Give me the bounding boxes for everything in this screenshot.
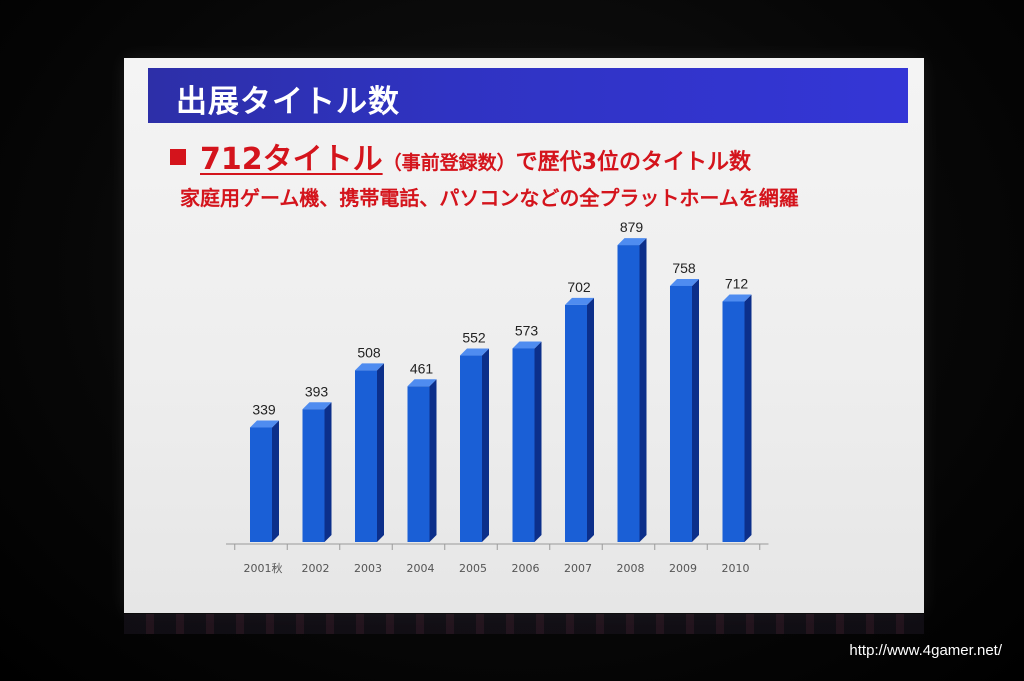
bar-side bbox=[587, 297, 594, 542]
bar-front bbox=[722, 301, 745, 542]
x-tick-label: 2003 bbox=[354, 562, 382, 575]
bar-2006 bbox=[512, 341, 542, 542]
bar-front bbox=[407, 386, 430, 542]
bar-front bbox=[670, 285, 692, 542]
bar-top bbox=[460, 348, 489, 356]
bar-side bbox=[692, 278, 699, 542]
watermark-url: http://www.4gamer.net/ bbox=[849, 642, 1002, 659]
bar-side bbox=[377, 363, 384, 542]
bar-top bbox=[512, 341, 542, 349]
bar-front bbox=[460, 355, 482, 542]
led-stage-strip bbox=[124, 614, 924, 634]
bar-2002 bbox=[302, 402, 332, 542]
bar-side bbox=[534, 341, 542, 542]
bar-side bbox=[324, 402, 332, 542]
bar-front bbox=[512, 348, 535, 542]
x-tick-label: 2007 bbox=[564, 562, 592, 575]
data-label: 702 bbox=[567, 279, 591, 295]
slide-title: 出展タイトル数 bbox=[176, 84, 400, 120]
bar-2004 bbox=[407, 379, 437, 542]
data-label: 879 bbox=[620, 219, 644, 235]
data-label: 339 bbox=[252, 401, 276, 417]
data-label: 508 bbox=[357, 344, 381, 360]
red-square-bullet-icon bbox=[170, 149, 186, 165]
bar-front bbox=[302, 409, 325, 542]
bar-chart: 339 2001秋 393 2002 508 2003 461 2004 552 2005 573 2… bbox=[226, 219, 769, 575]
bar-side bbox=[429, 379, 437, 542]
slide-title-bar: 出展タイトル数 bbox=[148, 68, 908, 123]
headline-title-count: 712タイトル bbox=[200, 142, 383, 177]
bar-top bbox=[565, 297, 594, 305]
x-tick-label: 2009 bbox=[669, 562, 697, 575]
bar-top bbox=[302, 402, 332, 410]
bar-front bbox=[250, 427, 272, 542]
bar-side bbox=[272, 420, 279, 542]
bar-2009 bbox=[670, 278, 699, 542]
x-tick-label: 2006 bbox=[512, 562, 540, 575]
bar-top bbox=[722, 294, 752, 302]
bar-front bbox=[355, 370, 377, 542]
projector-slide: 出展タイトル数 712タイトル（事前登録数）で歴代3位のタイトル数 家庭用ゲーム… bbox=[124, 58, 924, 613]
bar-top bbox=[355, 363, 384, 371]
bar-2005 bbox=[460, 348, 489, 542]
bar-2010 bbox=[722, 294, 752, 542]
data-label: 461 bbox=[410, 360, 434, 376]
bar-front bbox=[617, 245, 640, 543]
x-tick-label: 2002 bbox=[302, 562, 330, 575]
bar-top bbox=[250, 420, 279, 428]
data-label: 758 bbox=[672, 260, 696, 276]
bar-front bbox=[565, 304, 587, 542]
bar-2001秋 bbox=[250, 420, 279, 542]
headline-rest: で歴代3位のタイトル数 bbox=[515, 150, 751, 175]
bar-side bbox=[639, 238, 647, 543]
bar-2007 bbox=[565, 297, 594, 542]
bar-top bbox=[407, 379, 437, 387]
x-tick-label: 2005 bbox=[459, 562, 487, 575]
x-tick-label: 2010 bbox=[722, 562, 750, 575]
data-label: 393 bbox=[305, 383, 329, 399]
bar-side bbox=[482, 348, 489, 542]
data-label: 573 bbox=[515, 322, 539, 338]
bar-side bbox=[744, 294, 752, 542]
data-label: 712 bbox=[725, 276, 749, 292]
bar-2003 bbox=[355, 363, 384, 542]
headline: 712タイトル（事前登録数）で歴代3位のタイトル数 bbox=[170, 134, 751, 178]
headline-parenthetical: （事前登録数） bbox=[382, 152, 516, 174]
bar-top bbox=[670, 278, 699, 286]
x-tick-label: 2008 bbox=[617, 562, 645, 575]
platform-subline: 家庭用ゲーム機、携帯電話、パソコンなどの全プラットホームを網羅 bbox=[180, 186, 799, 210]
bar-top bbox=[617, 238, 647, 246]
data-label: 552 bbox=[462, 330, 486, 346]
x-tick-label: 2004 bbox=[407, 562, 435, 575]
x-tick-label: 2001秋 bbox=[244, 561, 283, 575]
bar-2008 bbox=[617, 238, 647, 543]
